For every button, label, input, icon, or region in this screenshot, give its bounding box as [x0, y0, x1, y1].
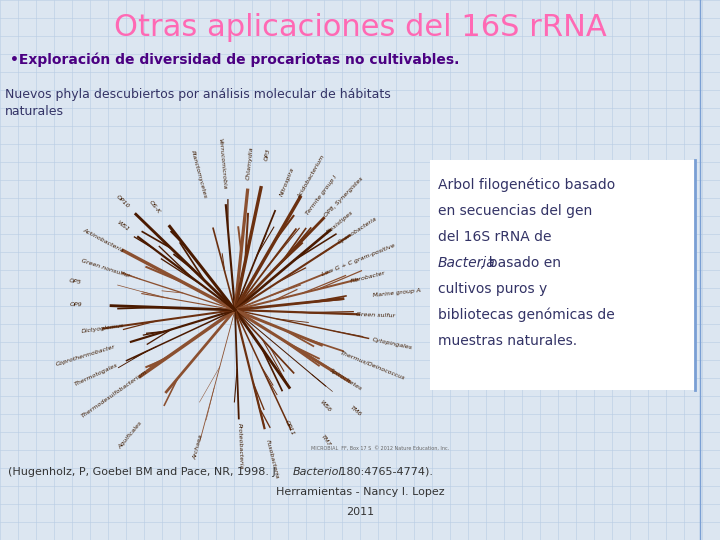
- FancyBboxPatch shape: [430, 160, 695, 390]
- Text: OP11: OP11: [284, 420, 296, 437]
- Text: Spirochetes: Spirochetes: [329, 368, 364, 392]
- Text: Bacteria: Bacteria: [438, 256, 496, 270]
- Text: TM6: TM6: [349, 405, 363, 417]
- Text: Herramientas - Nancy I. Lopez: Herramientas - Nancy I. Lopez: [276, 487, 444, 497]
- Text: MICROBIAL  FF, Box 17 S  © 2012 Nature Education, Inc.: MICROBIAL FF, Box 17 S © 2012 Nature Edu…: [311, 446, 449, 450]
- Text: bibliotecas genómicas de: bibliotecas genómicas de: [438, 308, 615, 322]
- Text: •Exploración de diversidad de procariotas no cultivables.: •Exploración de diversidad de procariota…: [10, 53, 459, 68]
- Text: Aquificales: Aquificales: [117, 421, 143, 450]
- Text: OP8, Synergistes: OP8, Synergistes: [324, 176, 364, 218]
- Text: Thermotogales: Thermotogales: [73, 362, 119, 387]
- Text: Chlamydia: Chlamydia: [246, 146, 255, 180]
- Text: Nuevos phyla descubiertos por análisis molecular de hábitats
naturales: Nuevos phyla descubiertos por análisis m…: [5, 88, 391, 118]
- Text: 180:4765-4774).: 180:4765-4774).: [336, 467, 433, 477]
- Text: Green nonsulfur: Green nonsulfur: [81, 258, 131, 279]
- Text: Acidobacterium: Acidobacterium: [297, 154, 326, 200]
- Text: Actinobacteria: Actinobacteria: [82, 227, 125, 253]
- Text: Coprothermobacter: Coprothermobacter: [55, 344, 116, 367]
- Text: Cyanobacteria: Cyanobacteria: [338, 215, 379, 245]
- Text: Verrucomicrobia: Verrucomicrobia: [217, 138, 227, 190]
- Text: muestras naturales.: muestras naturales.: [438, 334, 577, 348]
- Text: OP5: OP5: [69, 278, 82, 286]
- Text: OP10: OP10: [115, 194, 130, 210]
- Text: Arbol filogenético basado: Arbol filogenético basado: [438, 178, 616, 192]
- Text: Thermodesulfobacterium: Thermodesulfobacterium: [81, 369, 148, 419]
- Text: , basado en: , basado en: [480, 256, 561, 270]
- Text: OP3: OP3: [264, 147, 272, 161]
- Text: Cytopingales: Cytopingales: [372, 337, 413, 350]
- Text: Thermus/Deinococcus: Thermus/Deinococcus: [339, 350, 405, 381]
- Text: WS6: WS6: [318, 400, 331, 413]
- Text: Fusobacteria: Fusobacteria: [265, 439, 279, 479]
- Text: cultivos puros y: cultivos puros y: [438, 282, 547, 296]
- Text: Bacteriol.: Bacteriol.: [293, 467, 346, 477]
- Text: Low G + C gram-positive: Low G + C gram-positive: [322, 243, 396, 277]
- Text: Termite group I: Termite group I: [305, 175, 338, 217]
- Text: Dictyoglomus: Dictyoglomus: [81, 323, 124, 334]
- Text: WS1: WS1: [116, 220, 130, 232]
- Text: Green sulfur: Green sulfur: [356, 312, 395, 318]
- Text: Proteobacteria: Proteobacteria: [236, 422, 243, 469]
- Text: Fibrobacter: Fibrobacter: [350, 270, 387, 284]
- Text: Flexistipes: Flexistipes: [325, 210, 354, 235]
- Text: Nitrospira: Nitrospira: [279, 166, 295, 197]
- Text: 2011: 2011: [346, 507, 374, 517]
- Text: OP9: OP9: [69, 302, 82, 307]
- Text: Otras aplicaciones del 16S rRNA: Otras aplicaciones del 16S rRNA: [114, 14, 606, 43]
- Text: Marine group A: Marine group A: [372, 288, 421, 298]
- Text: (Hugenholz, P, Goebel BM and Pace, NR, 1998. J.: (Hugenholz, P, Goebel BM and Pace, NR, 1…: [8, 467, 283, 477]
- Text: TM7: TM7: [320, 433, 332, 447]
- Text: Planctomycetes: Planctomycetes: [190, 150, 207, 199]
- Text: OS-K: OS-K: [148, 199, 161, 214]
- Text: Archaea: Archaea: [192, 434, 204, 460]
- Text: del 16S rRNA de: del 16S rRNA de: [438, 230, 552, 244]
- Text: en secuencias del gen: en secuencias del gen: [438, 204, 593, 218]
